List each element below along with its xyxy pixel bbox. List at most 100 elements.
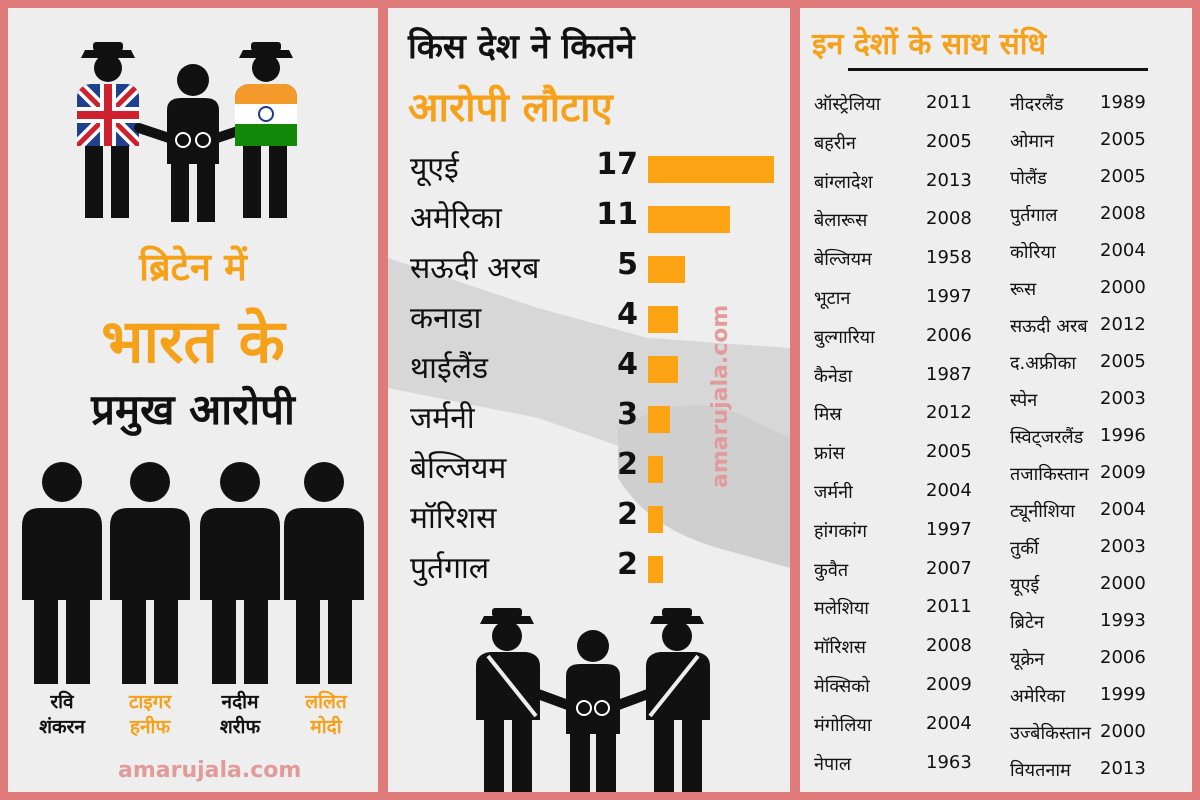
treaty-title: इन देशों के साथ संधि <box>812 27 1047 62</box>
treaty-year: 2012 <box>926 402 972 424</box>
headline-line-1: ब्रिटेन में <box>139 245 247 289</box>
bar-value-label: 4 <box>617 297 638 332</box>
bar-category-label: पुर्तगाल <box>410 551 490 586</box>
bar <box>648 206 730 233</box>
treaty-country: नेपाल <box>814 753 852 775</box>
treaty-country: बांग्लादेश <box>814 171 873 193</box>
people-silhouettes <box>22 462 364 684</box>
treaty-country: फ्रांस <box>814 443 845 465</box>
chart-panel: किस देश ने कितने आरोपी लौटाए यूएई 17 अमेरि… <box>388 8 790 792</box>
person-name-1: रवि शंकरन <box>39 691 85 738</box>
treaty-year: 2005 <box>1100 129 1146 150</box>
bar-value-label: 11 <box>596 197 638 232</box>
bar-category-label: बेल्जियम <box>410 451 507 486</box>
treaty-year: 2004 <box>926 480 972 501</box>
treaty-country: मेक्सिको <box>814 676 870 697</box>
chart-title: किस देश ने कितने <box>408 27 635 67</box>
treaty-country: उज्बेकिस्तान <box>1010 723 1091 744</box>
treaty-country: द.अफ्रीका <box>1010 353 1077 374</box>
treaty-year: 2013 <box>1100 758 1146 779</box>
bar-category-label: यूएई <box>410 151 459 186</box>
bar <box>648 156 774 183</box>
treaty-country: हांगकांग <box>814 520 867 542</box>
person-name-3: नदीम शरीफ <box>219 691 261 738</box>
treaty-year: 2011 <box>926 596 972 618</box>
treaty-year: 2000 <box>1100 277 1146 298</box>
person-name-4: ललित मोदी <box>305 691 347 738</box>
treaty-country: यूएई <box>1010 575 1040 596</box>
bar-category-label: कनाडा <box>410 301 482 336</box>
treaty-country: वियतनाम <box>1010 760 1071 781</box>
treaty-year: 2006 <box>1100 647 1146 668</box>
treaty-year: 2007 <box>926 557 972 579</box>
treaty-country: बेलारूस <box>814 210 868 232</box>
treaty-country: मलेशिया <box>814 598 869 620</box>
treaty-year: 2003 <box>1100 536 1146 557</box>
treaty-country: पोलैंड <box>1010 168 1047 189</box>
treaty-year: 2000 <box>1100 721 1146 742</box>
treaty-year: 2004 <box>926 712 972 734</box>
treaty-country: ओमान <box>1010 131 1054 152</box>
treaty-country: तुर्की <box>1010 538 1039 559</box>
bar-category-label: सऊदी अरब <box>410 251 540 286</box>
treaty-year: 1996 <box>1100 425 1146 446</box>
treaty-year: 2013 <box>926 169 972 191</box>
treaty-country: कोरिया <box>1010 242 1056 263</box>
headline-line-2: भारत के <box>101 307 285 377</box>
treaty-country: बुल्गारिया <box>814 326 875 348</box>
treaty-year: 2005 <box>1100 351 1146 372</box>
treaty-country: स्पेन <box>1010 390 1038 411</box>
treaty-country: बेल्जियम <box>814 249 872 271</box>
treaty-country: सऊदी अरब <box>1010 316 1088 337</box>
treaty-year: 1997 <box>926 286 972 307</box>
bar-value-label: 3 <box>617 397 638 432</box>
treaty-country: स्विट्जरलैंड <box>1010 427 1084 448</box>
treaty-year: 1987 <box>926 363 972 385</box>
bar-category-label: जर्मनी <box>410 401 475 436</box>
treaty-country: रूस <box>1010 279 1037 300</box>
bar-value-label: 2 <box>617 497 638 532</box>
treaty-country: अमेरिका <box>1010 686 1066 707</box>
bar <box>648 556 663 583</box>
treaty-country: मॉरिशस <box>814 637 866 659</box>
treaty-year: 2005 <box>926 130 972 152</box>
bar-category-label: अमेरिका <box>410 201 502 236</box>
treaty-year: 1958 <box>926 247 972 269</box>
treaty-year: 2000 <box>1100 573 1146 594</box>
person-silhouette-3 <box>200 462 280 684</box>
bar <box>648 456 663 483</box>
treaty-title-underline <box>848 68 1148 71</box>
treaty-year: 2008 <box>1100 203 1146 224</box>
treaty-year: 2011 <box>926 92 972 113</box>
treaty-year: 1997 <box>926 518 972 540</box>
treaty-country: ब्रिटेन <box>1010 612 1045 633</box>
bar-value-label: 17 <box>596 147 638 182</box>
bar-category-label: मॉरिशस <box>410 501 497 536</box>
treaty-country: तजाकिस्तान <box>1010 464 1089 485</box>
bar-value-label: 2 <box>617 547 638 582</box>
bar <box>648 356 678 383</box>
arrest-illustration <box>77 42 297 222</box>
bar <box>648 306 678 333</box>
handshake-background <box>388 258 790 568</box>
watermark-left: amarujala.com <box>118 758 302 783</box>
treaty-year: 2008 <box>926 208 972 230</box>
treaty-country: जर्मनी <box>814 482 853 503</box>
treaty-year: 2004 <box>1100 499 1146 520</box>
arrest-illustration-bottom <box>476 608 710 792</box>
left-panel: ब्रिटेन में भारत के प्रमुख आरोपी रवि शंकर… <box>8 8 378 792</box>
person-name-2: टाइगर हनीफ <box>128 691 172 738</box>
bar <box>648 256 686 283</box>
treaty-country: कुवैत <box>814 559 849 581</box>
bar-category-label: थाईलैंड <box>410 351 489 386</box>
treaty-country: कैनेडा <box>814 365 853 387</box>
treaty-country: ट्यूनीशिया <box>1010 501 1075 522</box>
treaty-country: नीदरलैंड <box>1010 94 1064 115</box>
treaty-country: ऑस्ट्रेलिया <box>814 94 881 115</box>
treaty-year: 1989 <box>1100 92 1146 113</box>
bar-value-label: 4 <box>617 347 638 382</box>
treaty-country: पुर्तगाल <box>1010 205 1058 226</box>
treaty-year: 2004 <box>1100 240 1146 261</box>
bar-value-label: 5 <box>617 247 638 282</box>
treaty-year: 2008 <box>926 635 972 657</box>
